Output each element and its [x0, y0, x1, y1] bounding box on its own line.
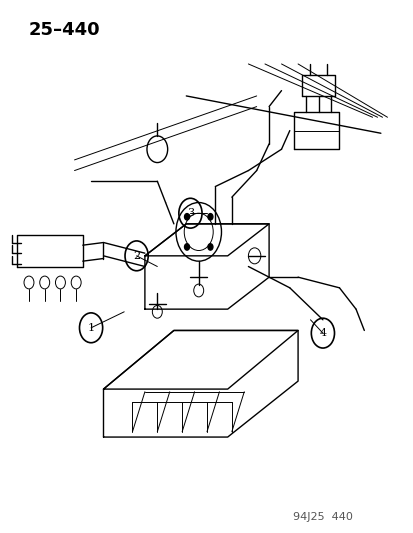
Text: 1: 1: [87, 323, 95, 333]
Text: 2: 2: [133, 251, 140, 261]
Text: 3: 3: [186, 208, 194, 218]
Circle shape: [184, 214, 189, 220]
Text: 25–440: 25–440: [29, 21, 100, 39]
Circle shape: [207, 244, 212, 250]
Text: 4: 4: [318, 328, 326, 338]
Circle shape: [184, 244, 189, 250]
Text: 94J25  440: 94J25 440: [292, 512, 352, 522]
Circle shape: [207, 214, 212, 220]
